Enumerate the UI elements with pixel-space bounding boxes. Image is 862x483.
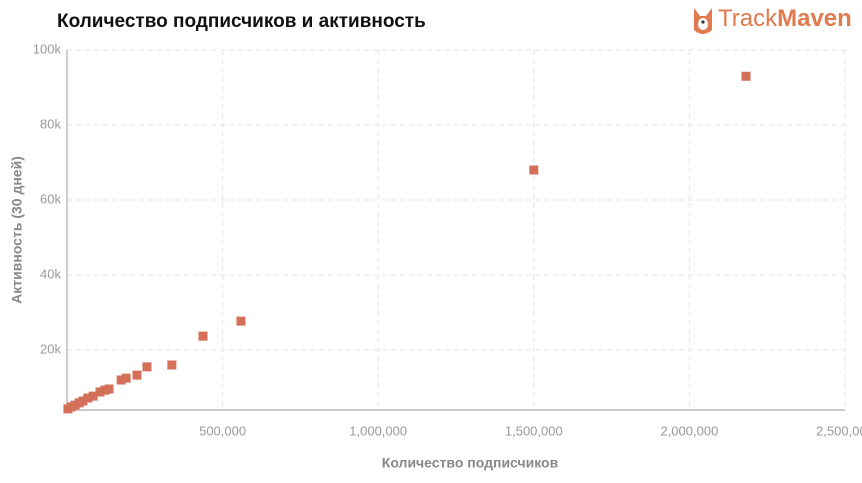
logo-icon <box>694 8 712 34</box>
point <box>236 316 246 326</box>
x-tick-label: 1,000,000 <box>349 423 407 438</box>
point <box>121 373 131 383</box>
y-tick-label: 100k <box>33 41 62 56</box>
point <box>88 391 98 401</box>
point <box>132 370 142 380</box>
point <box>142 362 152 372</box>
point <box>63 404 73 414</box>
point <box>167 360 177 370</box>
x-tick-label: 2,000,000 <box>660 423 718 438</box>
point <box>741 71 751 81</box>
y-tick-label: 40k <box>40 266 61 281</box>
x-tick-label: 500,000 <box>199 423 246 438</box>
logo-part: Track <box>718 5 778 32</box>
point <box>100 385 110 395</box>
y-tick-label: 80k <box>40 116 61 131</box>
x-axis-label: Количество подписчиков <box>382 455 559 471</box>
chart-title: Количество подписчиков и активность <box>57 11 426 32</box>
point <box>83 393 93 403</box>
y-axis-label: Активность (30 дней) <box>9 156 25 304</box>
point <box>95 387 105 397</box>
logo-text: TrackMaven <box>718 5 852 32</box>
y-tick-label: 60k <box>40 191 61 206</box>
logo-part: Maven <box>777 5 852 32</box>
point <box>116 375 126 385</box>
x-tick-label: 1,500,000 <box>505 423 563 438</box>
point <box>198 331 208 341</box>
logo: TrackMaven <box>694 5 852 34</box>
y-tick-label: 20k <box>40 341 61 356</box>
x-tick-label: 2,500,000 <box>816 423 862 438</box>
point <box>529 165 539 175</box>
